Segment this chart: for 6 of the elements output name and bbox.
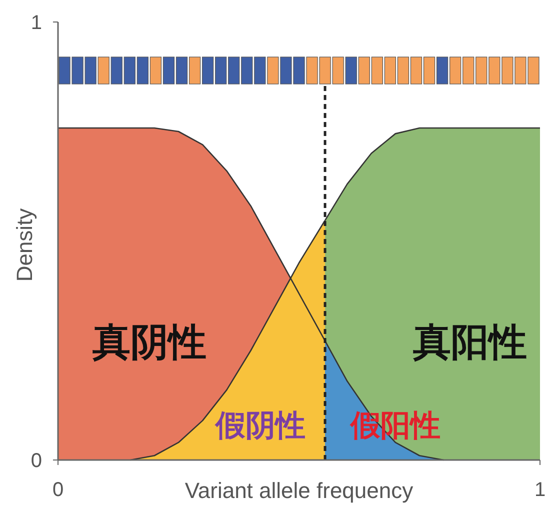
annotation: 假阳性: [349, 409, 440, 442]
annotation: 真阳性: [412, 322, 528, 364]
annotation: 假阴性: [214, 409, 306, 442]
y-axis-title: Density: [12, 208, 37, 282]
x-axis-title: Variant allele frequency: [184, 478, 414, 503]
annotation: 真阴性: [92, 322, 207, 364]
